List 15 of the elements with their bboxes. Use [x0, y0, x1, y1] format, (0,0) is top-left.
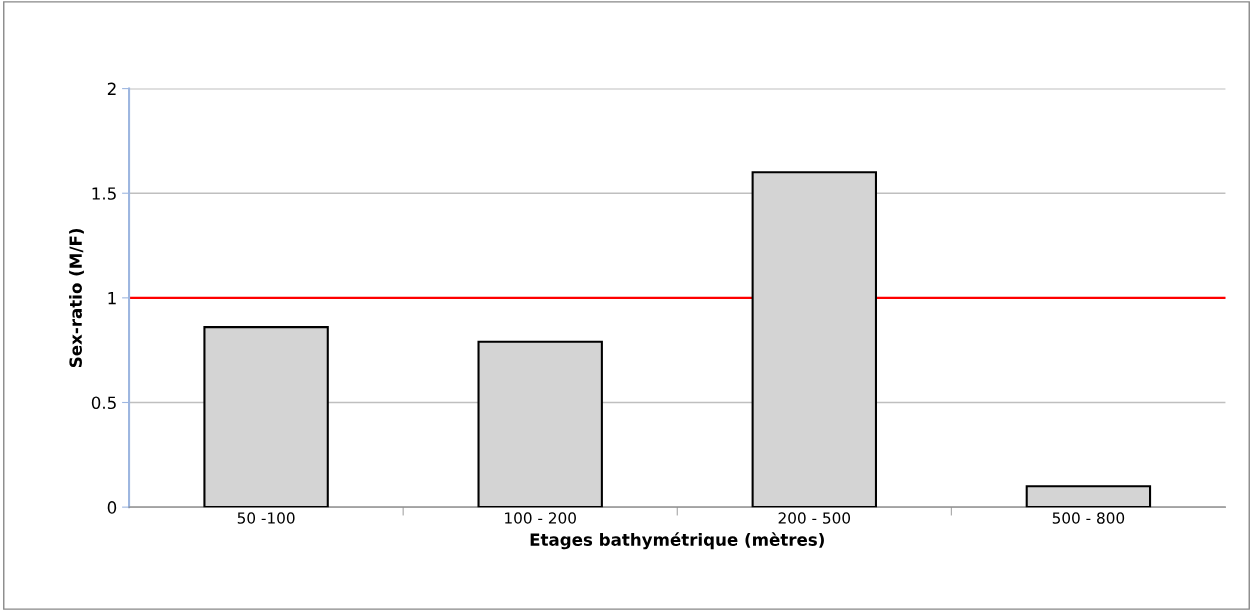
x-axis-title: Etages bathymétrique (mètres): [530, 532, 824, 550]
x-tick-label: 200 - 500: [778, 512, 851, 524]
y-tick-label: 0.5: [91, 396, 116, 410]
x-tick-label: 100 - 200: [505, 512, 576, 524]
bar: [1025, 485, 1152, 508]
bar: [477, 340, 603, 508]
y-tick-label: 2: [107, 82, 116, 95]
y-tick-label: 1.5: [92, 187, 116, 200]
x-tick-label: 50 -100: [237, 512, 295, 524]
y-tick-label: 0: [107, 501, 117, 514]
y-axis-title: Sex-ratio (M/F): [69, 228, 84, 367]
y-tick-label: 1: [108, 292, 116, 305]
x-tick-label: 500 - 800: [1052, 512, 1125, 524]
bar: [751, 171, 877, 508]
bar: [203, 326, 329, 508]
